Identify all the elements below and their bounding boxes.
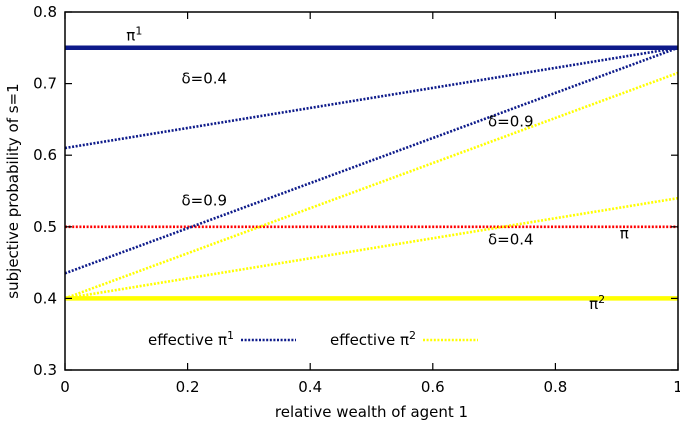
axis-ticks: 0 0.2 0.4 0.6 0.8 1 0.3 0.4 0.5 0.6 0.7 0.8: [33, 3, 680, 396]
annotation-label: π1: [126, 25, 142, 45]
x-axis-label: relative wealth of agent 1: [275, 403, 468, 421]
annotation-label: δ=0.9: [488, 113, 534, 131]
annotation-label: π2: [589, 293, 605, 313]
annotations: π1 δ=0.4 δ=0.9 δ=0.9 δ=0.4 π π2: [126, 25, 628, 314]
annotation-label: δ=0.9: [181, 191, 227, 209]
annotation-label: δ=0.4: [488, 231, 534, 249]
plot-area: [64, 45, 679, 301]
annotation-label: π: [620, 224, 629, 242]
y-tick-label: 0.8: [33, 3, 57, 21]
legend: effective π1 effective π2: [148, 329, 478, 349]
series-line: [64, 71, 679, 300]
y-tick-label: 0.5: [33, 218, 57, 236]
y-tick-label: 0.7: [33, 75, 57, 93]
legend-label: effective π1: [148, 329, 234, 349]
x-tick-label: 1: [673, 378, 680, 396]
x-tick-label: 0.2: [176, 378, 200, 396]
y-axis-label: subjective probability of s=1: [4, 83, 22, 298]
x-tick-label: 0.6: [421, 378, 445, 396]
legend-label: effective π2: [330, 329, 416, 349]
series-line: [64, 46, 679, 150]
x-tick-label: 0: [60, 378, 70, 396]
y-tick-label: 0.4: [33, 289, 57, 307]
series-line: [64, 196, 679, 300]
y-tick-label: 0.6: [33, 146, 57, 164]
annotation-label: δ=0.4: [181, 70, 227, 88]
plot-frame: [64, 11, 679, 371]
series-line: [64, 46, 679, 275]
x-tick-label: 0.4: [298, 378, 322, 396]
x-tick-label: 0.8: [543, 378, 567, 396]
y-tick-label: 0.3: [33, 361, 57, 379]
